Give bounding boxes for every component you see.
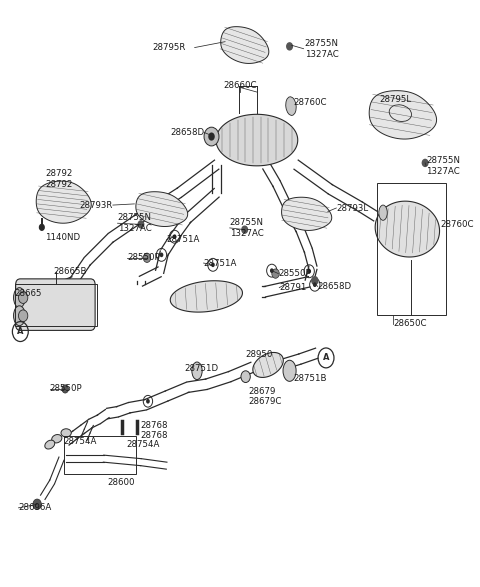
Text: 28755N
1327AC: 28755N 1327AC	[426, 156, 460, 176]
Text: 28793L: 28793L	[336, 204, 369, 212]
Circle shape	[307, 269, 311, 274]
Circle shape	[18, 292, 28, 303]
Circle shape	[146, 399, 150, 404]
Text: 28550P: 28550P	[127, 253, 159, 262]
Text: 28950: 28950	[246, 350, 273, 359]
Polygon shape	[375, 201, 440, 257]
FancyBboxPatch shape	[16, 279, 95, 330]
Circle shape	[18, 310, 28, 322]
Circle shape	[160, 252, 163, 257]
Ellipse shape	[286, 97, 296, 116]
Text: 28768
28768: 28768 28768	[140, 421, 168, 440]
Text: 28754A: 28754A	[63, 437, 96, 446]
Text: 28650C: 28650C	[393, 319, 427, 329]
Text: 1140ND: 1140ND	[45, 233, 80, 242]
Circle shape	[173, 234, 177, 239]
Ellipse shape	[13, 306, 25, 326]
Ellipse shape	[45, 440, 55, 449]
Text: 28665: 28665	[15, 289, 42, 298]
Ellipse shape	[192, 362, 202, 380]
Text: 28760C: 28760C	[293, 98, 327, 107]
Circle shape	[422, 160, 428, 167]
Circle shape	[270, 268, 274, 273]
Text: 28755N
1327AC: 28755N 1327AC	[304, 39, 338, 59]
Text: 28760C: 28760C	[440, 220, 474, 229]
Text: 28754A: 28754A	[126, 440, 159, 449]
Text: 28679
28679C: 28679 28679C	[249, 387, 282, 406]
Text: 28665B: 28665B	[53, 267, 86, 276]
Text: 28795R: 28795R	[152, 43, 185, 52]
Text: A: A	[323, 353, 329, 362]
Circle shape	[62, 385, 69, 393]
Polygon shape	[216, 114, 298, 166]
Text: 28660C: 28660C	[223, 81, 257, 90]
Text: 28795L: 28795L	[379, 95, 411, 103]
Circle shape	[143, 253, 151, 262]
Text: 28751A: 28751A	[204, 258, 237, 268]
Circle shape	[272, 269, 279, 278]
Text: 28755N
1327AC: 28755N 1327AC	[118, 213, 152, 233]
Ellipse shape	[13, 288, 25, 308]
Text: A: A	[17, 327, 24, 336]
Ellipse shape	[61, 429, 71, 437]
Ellipse shape	[379, 205, 387, 220]
Circle shape	[287, 43, 292, 50]
Text: 28751B: 28751B	[293, 374, 327, 383]
Text: 28550P: 28550P	[278, 269, 311, 278]
Text: 28751A: 28751A	[167, 235, 200, 244]
Text: 28751D: 28751D	[184, 364, 218, 373]
Text: 28658D: 28658D	[170, 128, 204, 137]
Polygon shape	[170, 281, 242, 312]
Polygon shape	[253, 352, 283, 377]
Circle shape	[208, 133, 215, 141]
Circle shape	[241, 371, 250, 383]
Polygon shape	[221, 26, 269, 63]
Polygon shape	[36, 181, 91, 223]
Circle shape	[211, 262, 215, 267]
Ellipse shape	[52, 434, 62, 443]
Polygon shape	[282, 197, 332, 231]
Circle shape	[33, 499, 41, 510]
Text: 28791: 28791	[279, 283, 307, 292]
Polygon shape	[21, 284, 90, 326]
Circle shape	[138, 221, 144, 228]
Text: 28793R: 28793R	[80, 201, 113, 210]
Polygon shape	[136, 192, 188, 227]
Circle shape	[242, 226, 248, 233]
Text: 28600: 28600	[107, 478, 135, 487]
Circle shape	[311, 276, 319, 285]
Text: 28755N
1327AC: 28755N 1327AC	[230, 218, 264, 238]
Circle shape	[313, 282, 317, 287]
Text: 28696A: 28696A	[18, 503, 52, 512]
Polygon shape	[369, 90, 437, 139]
Text: 28792
28792: 28792 28792	[46, 170, 73, 189]
Circle shape	[204, 127, 219, 146]
Text: 28658D: 28658D	[318, 282, 352, 291]
Circle shape	[39, 224, 44, 230]
Text: 28550P: 28550P	[50, 384, 83, 393]
Ellipse shape	[283, 360, 296, 382]
